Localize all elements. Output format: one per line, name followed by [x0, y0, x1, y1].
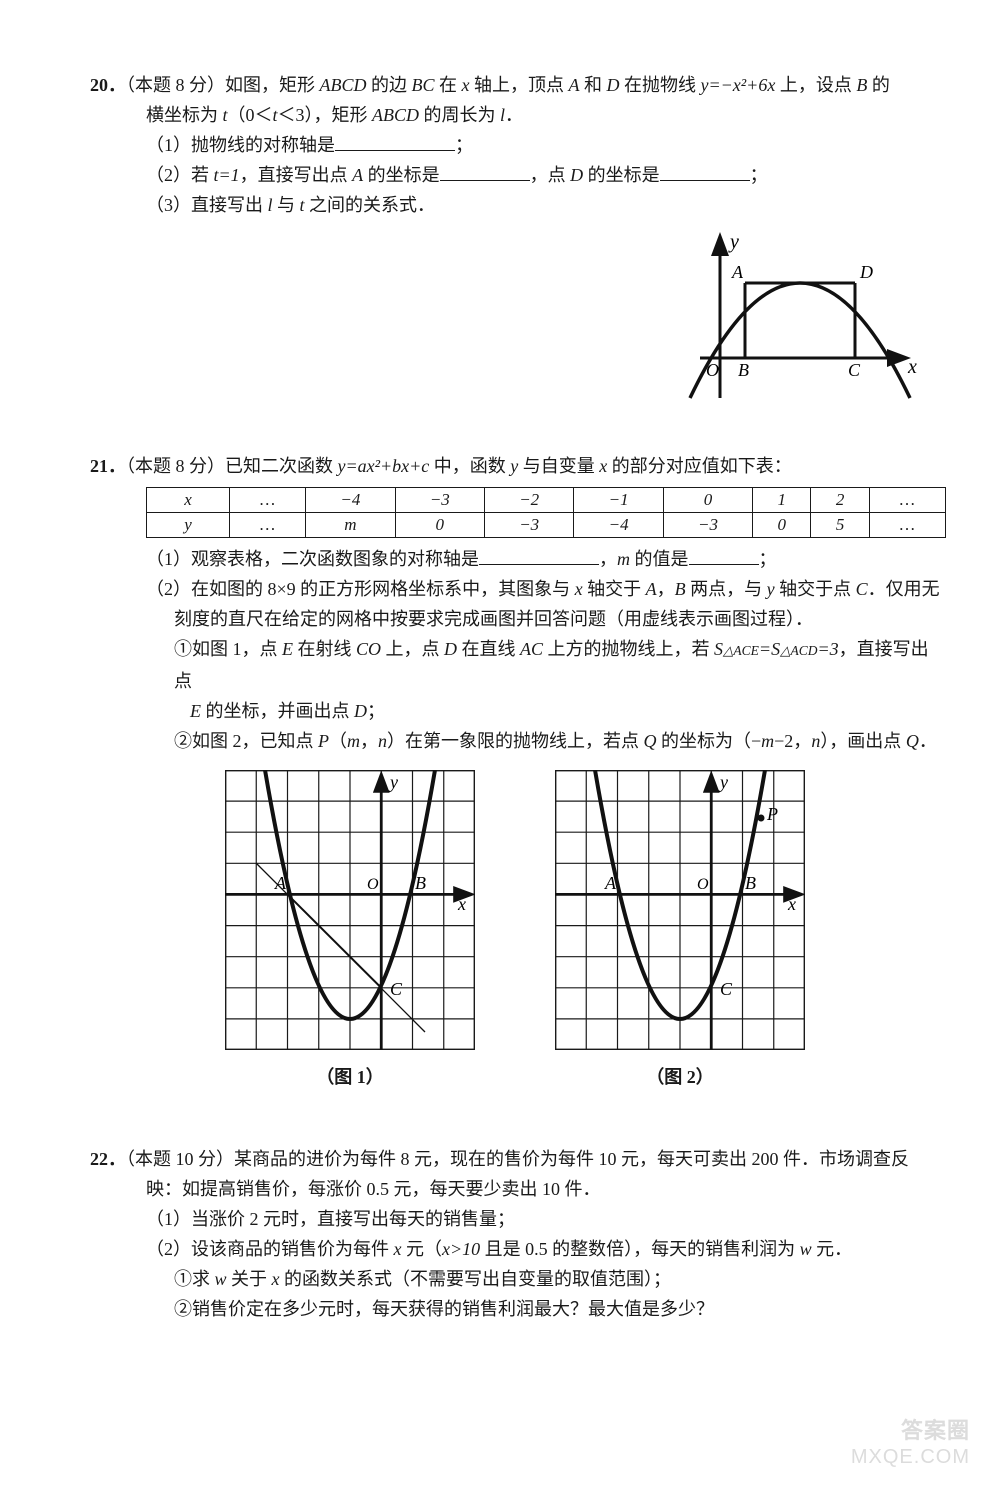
q20-points: （本题 8 分）	[126, 75, 225, 95]
svg-text:B: B	[415, 873, 426, 893]
exam-page: 20．（本题 8 分）如图，矩形 ABCD 的边 BC 在 x 轴上，顶点 A …	[0, 0, 1000, 1500]
question-20: 20．（本题 8 分）如图，矩形 ABCD 的边 BC 在 x 轴上，顶点 A …	[90, 70, 940, 421]
svg-text:A: A	[274, 873, 287, 893]
q20-figure: y x O A D B C	[670, 228, 920, 413]
fig1-caption: （图 1）	[225, 1063, 475, 1089]
q20-stem: 20．（本题 8 分）如图，矩形 ABCD 的边 BC 在 x 轴上，顶点 A …	[90, 70, 940, 100]
q21-stem: 21．（本题 8 分）已知二次函数 y=ax²+bx+c 中，函数 y 与自变量…	[90, 451, 940, 481]
svg-text:O: O	[367, 876, 379, 893]
q22-sub2: ②销售价定在多少元时，每天获得的销售利润最大？最大值是多少？	[90, 1294, 940, 1324]
q21-number: 21．	[90, 456, 126, 476]
svg-text:y: y	[718, 772, 728, 792]
q21-part2-line2: 刻度的直尺在给定的网格中按要求完成画图并回答问题（用虚线表示画图过程）．	[90, 604, 940, 634]
q20-number: 20．	[90, 75, 126, 95]
label-O: O	[706, 360, 719, 380]
q21-part2: （2）在如图的 8×9 的正方形网格坐标系中，其图象与 x 轴交于 A，B 两点…	[90, 574, 940, 604]
svg-text:C: C	[390, 979, 403, 999]
svg-text:A: A	[604, 873, 617, 893]
blank	[689, 546, 759, 565]
label-B: B	[738, 360, 749, 380]
svg-text:P: P	[766, 804, 778, 824]
watermark-line1: 答案圈	[851, 1418, 970, 1444]
q21-sub1-line2: E 的坐标，并画出点 D；	[90, 696, 940, 726]
q20-part1: （1）抛物线的对称轴是；	[90, 130, 940, 160]
blank	[335, 132, 455, 151]
q20-part2: （2）若 t=1，直接写出点 A 的坐标是，点 D 的坐标是；	[90, 160, 940, 190]
q21-sub2: ②如图 2，已知点 P（m，n）在第一象限的抛物线上，若点 Q 的坐标为（−m−…	[90, 726, 940, 756]
q21-part1: （1）观察表格，二次函数图象的对称轴是，m 的值是；	[90, 544, 940, 574]
table-row-y: y … m 0 −3 −4 −3 0 5 …	[147, 513, 946, 538]
label-A: A	[731, 262, 744, 282]
q21-figures: A B C O x y （图 1）	[90, 770, 940, 1089]
q22-sub1: ①求 w 关于 x 的函数关系式（不需要写出自变量的取值范围）；	[90, 1264, 940, 1294]
blank	[660, 162, 750, 181]
watermark-line2: MXQE.COM	[851, 1444, 970, 1470]
question-22: 22．（本题 10 分）某商品的进价为每件 8 元，现在的售价为每件 10 元，…	[90, 1144, 940, 1324]
q20-part3: （3）直接写出 l 与 t 之间的关系式．	[90, 190, 940, 220]
label-C: C	[848, 360, 861, 380]
fig2-caption: （图 2）	[555, 1063, 805, 1089]
q20-stem-line2: 横坐标为 t（0＜t＜3），矩形 ABCD 的周长为 l．	[90, 100, 940, 130]
blank	[440, 162, 530, 181]
watermark: 答案圈 MXQE.COM	[851, 1418, 970, 1470]
question-21: 21．（本题 8 分）已知二次函数 y=ax²+bx+c 中，函数 y 与自变量…	[90, 451, 940, 1089]
table-row-x: x … −4 −3 −2 −1 0 1 2 …	[147, 488, 946, 513]
svg-text:O: O	[697, 876, 709, 893]
label-x: x	[907, 356, 917, 378]
svg-text:x: x	[457, 894, 466, 914]
q22-stem: 22．（本题 10 分）某商品的进价为每件 8 元，现在的售价为每件 10 元，…	[90, 1144, 940, 1174]
q21-figure-2: P A B C O x y （图 2）	[555, 770, 805, 1089]
q22-part2: （2）设该商品的销售价为每件 x 元（x>10 且是 0.5 的整数倍），每天的…	[90, 1234, 940, 1264]
label-y: y	[728, 231, 739, 253]
q22-part1: （1）当涨价 2 元时，直接写出每天的销售量；	[90, 1204, 940, 1234]
svg-text:C: C	[720, 979, 733, 999]
q21-sub1: ①如图 1，点 E 在射线 CO 上，点 D 在直线 AC 上方的抛物线上，若 …	[90, 634, 940, 696]
svg-text:x: x	[787, 894, 796, 914]
q22-stem-line2: 映：如提高销售价，每涨价 0.5 元，每天要少卖出 10 件．	[90, 1174, 940, 1204]
blank	[479, 546, 599, 565]
svg-text:B: B	[745, 873, 756, 893]
q22-number: 22．	[90, 1149, 126, 1169]
q21-table: x … −4 −3 −2 −1 0 1 2 … y … m 0 −3 −4 −3…	[146, 487, 946, 538]
label-D: D	[859, 262, 873, 282]
q21-figure-1: A B C O x y （图 1）	[225, 770, 475, 1089]
svg-text:y: y	[388, 772, 398, 792]
